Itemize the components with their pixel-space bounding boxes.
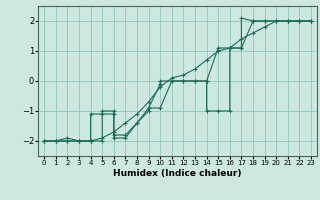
X-axis label: Humidex (Indice chaleur): Humidex (Indice chaleur) <box>113 169 242 178</box>
